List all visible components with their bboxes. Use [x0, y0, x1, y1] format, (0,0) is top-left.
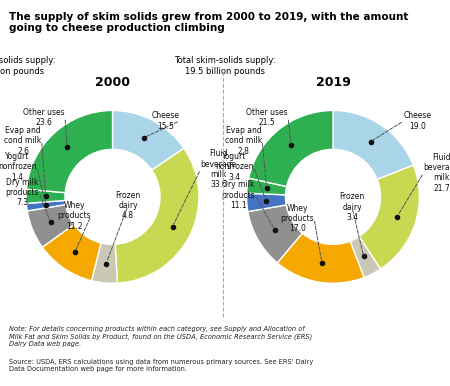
Text: Fluid
beverage
milk
33.6: Fluid beverage milk 33.6: [201, 149, 237, 189]
Text: Frozen
dairy
3.4: Frozen dairy 3.4: [339, 192, 365, 222]
Text: Yogurt
nonfrozen
1.4: Yogurt nonfrozen 1.4: [0, 152, 36, 181]
Text: Cheese
15.5: Cheese 15.5: [152, 111, 180, 130]
Wedge shape: [249, 110, 333, 186]
Wedge shape: [91, 243, 117, 283]
Wedge shape: [27, 205, 74, 247]
Text: Total skim-solids supply:
14.7 billion pounds: Total skim-solids supply: 14.7 billion p…: [0, 56, 55, 76]
Wedge shape: [247, 193, 286, 212]
Text: Cheese
19.0: Cheese 19.0: [404, 111, 432, 130]
Text: Other uses
23.6: Other uses 23.6: [23, 108, 65, 127]
Text: Source: USDA, ERS calculations using data from numerous primary sources. See ERS: Source: USDA, ERS calculations using dat…: [9, 359, 313, 372]
Wedge shape: [333, 110, 414, 179]
Wedge shape: [26, 189, 65, 203]
Text: Evap and
cond milk
2.6: Evap and cond milk 2.6: [4, 126, 42, 156]
Text: Total skim-solids supply:
19.5 billion pounds: Total skim-solids supply: 19.5 billion p…: [174, 56, 276, 76]
Text: Dry milk
products
11.1: Dry milk products 11.1: [221, 180, 255, 210]
Text: Dry milk
products
7.3: Dry milk products 7.3: [5, 178, 39, 207]
Text: Other uses
21.5: Other uses 21.5: [247, 108, 288, 127]
Text: Evap and
cond milk
2.8: Evap and cond milk 2.8: [225, 126, 262, 156]
Wedge shape: [115, 148, 199, 283]
Wedge shape: [248, 205, 302, 263]
Wedge shape: [350, 237, 381, 278]
Wedge shape: [27, 110, 112, 193]
Text: Whey
products
11.2: Whey products 11.2: [57, 201, 91, 231]
Wedge shape: [27, 200, 66, 211]
Wedge shape: [42, 225, 101, 281]
Text: Note: For details concerning products within each category, see Supply and Alloc: Note: For details concerning products wi…: [9, 326, 312, 347]
Wedge shape: [277, 233, 364, 283]
Title: 2000: 2000: [95, 76, 130, 89]
Wedge shape: [247, 178, 287, 195]
Text: The supply of skim solids grew from 2000 to 2019, with the amount
going to chees: The supply of skim solids grew from 2000…: [9, 12, 409, 33]
Wedge shape: [112, 110, 184, 170]
Text: Fluid
beverage
milk
21.7: Fluid beverage milk 21.7: [424, 152, 450, 193]
Wedge shape: [359, 165, 419, 269]
Title: 2019: 2019: [315, 76, 351, 89]
Text: Yogurt
nonfrozen
3.4: Yogurt nonfrozen 3.4: [215, 152, 253, 181]
Text: Whey
products
17.0: Whey products 17.0: [280, 203, 314, 234]
Text: Frozen
dairy
4.8: Frozen dairy 4.8: [116, 191, 141, 220]
